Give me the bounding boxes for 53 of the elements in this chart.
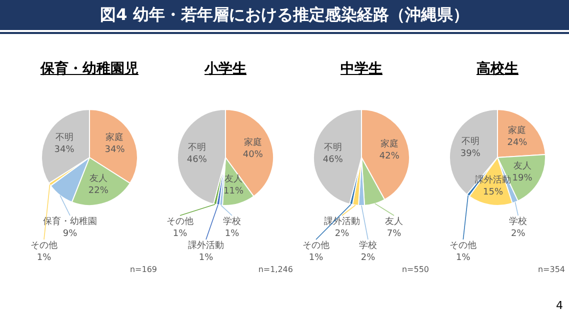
data-label: 2% bbox=[360, 252, 376, 263]
chart-title: 高校生 bbox=[476, 60, 520, 79]
slice-label: 友人 bbox=[89, 173, 108, 184]
text: 4 bbox=[556, 299, 563, 312]
slice-label: 不明 bbox=[461, 136, 480, 148]
slice-label: 課外活動 bbox=[324, 216, 360, 227]
data-label: 24% bbox=[507, 138, 528, 148]
slice-label: その他 bbox=[302, 240, 330, 251]
data-label: 34% bbox=[54, 144, 75, 155]
slice-label: 課外活動 bbox=[188, 240, 224, 251]
data-label: 34% bbox=[104, 144, 126, 155]
data-label: 1% bbox=[456, 252, 471, 263]
slice-label: 不明 bbox=[188, 142, 206, 154]
slice-label: 家庭 bbox=[244, 136, 262, 148]
text: 図4 幼年・若年層における推定感染経路（沖縄県） bbox=[0, 0, 569, 30]
data-label: 7% bbox=[386, 228, 402, 239]
slice-label: 学校 bbox=[359, 240, 377, 251]
data-label: 1% bbox=[36, 252, 52, 263]
slice-label: 友人 bbox=[385, 216, 403, 227]
data-label: 40% bbox=[242, 150, 264, 160]
data-label: 2% bbox=[510, 228, 526, 239]
data-label: 22% bbox=[88, 186, 109, 196]
slice-label: 家庭 bbox=[508, 124, 526, 136]
slice-label: 学校 bbox=[223, 216, 241, 227]
data-label: 2% bbox=[334, 228, 350, 239]
slice-label: その他 bbox=[166, 216, 194, 227]
chart-title: 中学生 bbox=[340, 60, 384, 79]
text: n=169 bbox=[130, 265, 157, 274]
data-label: 1% bbox=[172, 228, 188, 239]
slice-label: 友人 bbox=[224, 174, 243, 184]
data-label: 19% bbox=[512, 174, 533, 184]
data-label: 1% bbox=[224, 228, 240, 239]
slice-label: 不明 bbox=[324, 142, 342, 154]
data-label: 1% bbox=[308, 252, 324, 263]
data-label: 42% bbox=[379, 152, 400, 162]
slice-label: その他 bbox=[30, 240, 58, 251]
text: n=1,246 bbox=[258, 265, 293, 274]
text: n=550 bbox=[402, 265, 429, 274]
slice-label: 家庭 bbox=[380, 138, 398, 150]
data-label: 1% bbox=[198, 252, 214, 263]
data-label: 11% bbox=[224, 186, 244, 196]
data-label: 46% bbox=[322, 155, 344, 166]
data-label: 46% bbox=[186, 155, 208, 166]
slice-label: 家庭 bbox=[106, 132, 124, 143]
slice-label: 不明 bbox=[55, 132, 74, 143]
slice-label: 友人 bbox=[513, 160, 532, 172]
data-label: 39% bbox=[460, 149, 481, 160]
chart-title: 小学生 bbox=[203, 60, 248, 79]
chart-title: 保育・幼稚園児 bbox=[39, 60, 140, 79]
slice-label: 学校 bbox=[509, 216, 528, 227]
data-label: 9% bbox=[62, 228, 78, 239]
text: n=354 bbox=[538, 265, 565, 274]
slice-label: その他 bbox=[450, 240, 477, 251]
